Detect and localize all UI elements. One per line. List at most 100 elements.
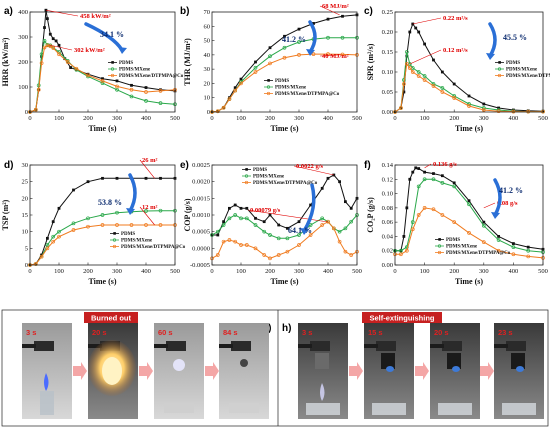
annotation-leader xyxy=(48,44,73,51)
data-point xyxy=(262,220,266,224)
x-tick-label: 100 xyxy=(236,268,246,275)
x-tick-label: 0 xyxy=(210,115,213,122)
y-tick-label: 0 xyxy=(25,262,28,269)
chart-d: d) 0 100 200 300 400 500 0 5 10 15 20 25 30 Time (s) TS… xyxy=(1,157,186,286)
data-point xyxy=(416,70,421,74)
clamp-arm xyxy=(154,344,168,348)
x-tick-label: 400 xyxy=(509,115,519,122)
data-point xyxy=(253,246,258,251)
data-point xyxy=(402,235,406,238)
data-point xyxy=(496,109,501,114)
series-line-1 xyxy=(211,14,358,113)
series-line-3 xyxy=(394,62,543,113)
legend-marker xyxy=(112,244,117,249)
y-tick-label: 0.20 xyxy=(382,29,393,36)
chart-f: f) 0 100 200 300 400 500 0.00 0.02 0.04 0.06 0.08 0.… xyxy=(364,160,548,286)
x-tick-label: 500 xyxy=(538,115,548,122)
data-point xyxy=(402,82,406,86)
plot-frame xyxy=(211,164,358,266)
annotation-label: 0.136 g/s xyxy=(433,161,457,168)
data-point xyxy=(57,43,61,47)
data-point xyxy=(452,184,457,189)
data-point xyxy=(115,223,119,227)
data-point xyxy=(115,79,119,83)
chart-a: a) 0 100 200 300 400 500 0 100 200 300 400 Time (s) H… xyxy=(1,6,184,133)
series-line-1 xyxy=(29,10,176,113)
test-photo: 15 s xyxy=(364,323,414,419)
data-point xyxy=(239,243,243,247)
data-point xyxy=(254,216,257,220)
x-tick-label: 400 xyxy=(323,268,333,275)
x-axis-label: Time (s) xyxy=(455,277,483,286)
y-tick-label: 0.12 xyxy=(382,176,393,183)
y-tick-label: 20 xyxy=(22,195,29,202)
x-tick-label: 500 xyxy=(352,268,362,275)
base-icon xyxy=(229,403,259,413)
data-point xyxy=(158,223,163,227)
y-axis-label: HRR (kW/m²) xyxy=(1,37,10,86)
y-tick-label: 20 xyxy=(204,80,211,87)
data-point xyxy=(285,236,290,241)
x-tick-label: 300 xyxy=(479,268,489,275)
data-point xyxy=(402,90,406,94)
legend-label: PDMS/MXene xyxy=(446,245,478,250)
data-point xyxy=(57,234,61,239)
data-point xyxy=(320,223,325,227)
legend-marker xyxy=(245,168,248,171)
y-tick-label: -0.0005 xyxy=(190,262,210,269)
photo-timestamp: 23 s xyxy=(498,328,513,337)
data-point xyxy=(71,228,76,232)
data-point xyxy=(311,52,316,56)
data-point xyxy=(297,233,301,237)
test-photo: 23 s xyxy=(494,323,544,419)
data-point xyxy=(216,233,220,237)
data-point xyxy=(144,99,148,103)
x-tick-label: 0 xyxy=(393,268,396,275)
data-point xyxy=(36,87,41,92)
sample-block-icon xyxy=(447,353,461,369)
x-tick-label: 300 xyxy=(112,268,122,275)
burner-icon xyxy=(40,391,54,415)
data-point xyxy=(326,176,330,180)
legend-marker xyxy=(110,73,115,78)
data-point xyxy=(282,45,287,50)
x-tick-label: 200 xyxy=(449,115,459,122)
data-point xyxy=(158,89,163,93)
reduction-percent: 41.2 % xyxy=(499,186,523,195)
reduction-arrow-head xyxy=(491,212,500,219)
data-point xyxy=(43,26,46,29)
data-point xyxy=(526,245,530,249)
data-point xyxy=(129,223,134,227)
data-point xyxy=(404,248,409,253)
series-line-2 xyxy=(211,37,357,113)
data-point xyxy=(115,84,119,89)
y-tick-label: 0.14 xyxy=(382,162,394,169)
chart-e: e) 0 100 200 300 400 500 -0.0005 0.0000 0.0005 0.0… xyxy=(180,160,362,286)
photo-timestamp: 20 s xyxy=(434,328,449,337)
panel-label: e) xyxy=(180,160,189,171)
y-tick-label: 300 xyxy=(18,34,28,41)
data-point xyxy=(410,70,415,74)
x-tick-label: 100 xyxy=(54,115,64,122)
x-tick-label: 200 xyxy=(83,115,93,122)
legend-label: PDMS/MXene xyxy=(119,68,151,73)
annotation-label: 0.12 m²/s xyxy=(443,47,468,54)
data-point xyxy=(276,253,281,257)
data-point xyxy=(297,220,301,224)
data-point xyxy=(497,106,500,110)
legend-marker xyxy=(267,79,270,82)
data-point xyxy=(349,219,354,224)
legend-marker xyxy=(498,61,501,64)
sample-clamp xyxy=(506,341,526,351)
y-tick-label: 40 xyxy=(204,52,211,59)
data-point xyxy=(440,86,445,90)
y-tick-label: 15 xyxy=(22,212,29,219)
x-tick-label: 500 xyxy=(538,268,548,275)
photo-timestamp: 3 s xyxy=(302,328,312,337)
data-point xyxy=(144,209,148,213)
data-point xyxy=(233,239,238,244)
sample-clamp xyxy=(376,341,396,351)
legend-label: PDMS xyxy=(506,61,520,66)
reduction-percent: 34.1 % xyxy=(100,30,124,39)
